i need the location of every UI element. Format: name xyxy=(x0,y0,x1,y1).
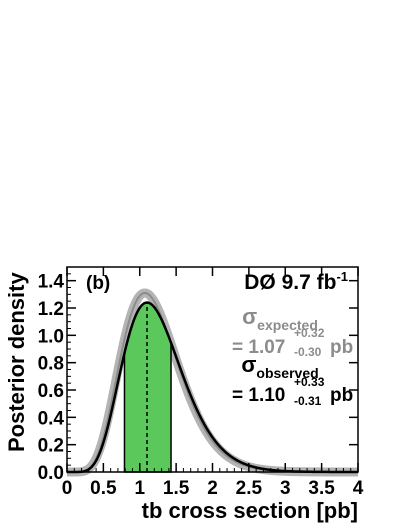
experiment-label: DØ 9.7 fb-1 xyxy=(244,269,348,294)
experiment-label-text: DØ 9.7 fb xyxy=(244,271,336,294)
expected-sigma-symbol: σ xyxy=(242,304,257,329)
observed-sigma-sub: observed xyxy=(256,365,318,381)
expected-value: = 1.07 xyxy=(232,337,285,358)
x-tick-label: 3 xyxy=(280,478,291,499)
y-tick-label: 0.8 xyxy=(38,354,64,375)
expected-value-main: = 1.07 xyxy=(232,337,285,358)
expected-err-up: +0.32 xyxy=(294,326,325,340)
y-axis-title: Posterior density xyxy=(4,272,29,452)
x-axis-title: tb cross section [pb] xyxy=(142,498,358,523)
x-tick-label: 3.5 xyxy=(308,478,335,499)
y-tick-label: 1.4 xyxy=(38,272,65,293)
observed-value: = 1.10 xyxy=(232,385,285,406)
expected-sigma-sub: expected xyxy=(257,317,318,333)
x-tick-label: 2 xyxy=(207,478,218,499)
observed-unit: pb xyxy=(330,385,353,406)
expected-sigma-label: σexpected xyxy=(242,304,318,333)
x-tick-label: 1.5 xyxy=(163,478,190,499)
expected-unit: pb xyxy=(330,337,353,358)
y-tick-label: 0.2 xyxy=(38,436,64,457)
panel-label: (b) xyxy=(86,273,110,294)
expected-err-down: -0.30 xyxy=(294,345,322,359)
y-tick-label: 0.4 xyxy=(38,408,65,429)
experiment-label-sup: -1 xyxy=(336,269,348,284)
x-tick-label: 4 xyxy=(353,478,364,499)
observed-sigma-symbol: σ xyxy=(241,352,256,377)
x-tick-label: 1 xyxy=(134,478,145,499)
observed-err-down: -0.31 xyxy=(294,394,322,408)
observed-sigma-label: σobserved xyxy=(241,352,318,381)
y-tick-label: 0.0 xyxy=(38,463,64,484)
y-tick-label: 1.0 xyxy=(38,326,64,347)
x-tick-label: 0.5 xyxy=(90,478,117,499)
x-tick-label: 2.5 xyxy=(236,478,263,499)
x-tick-label: 0 xyxy=(62,478,73,499)
observed-value-main: = 1.10 xyxy=(232,385,285,406)
y-tick-label: 0.6 xyxy=(38,381,64,402)
observed-err-up: +0.33 xyxy=(294,375,325,389)
y-tick-label: 1.2 xyxy=(38,299,64,320)
